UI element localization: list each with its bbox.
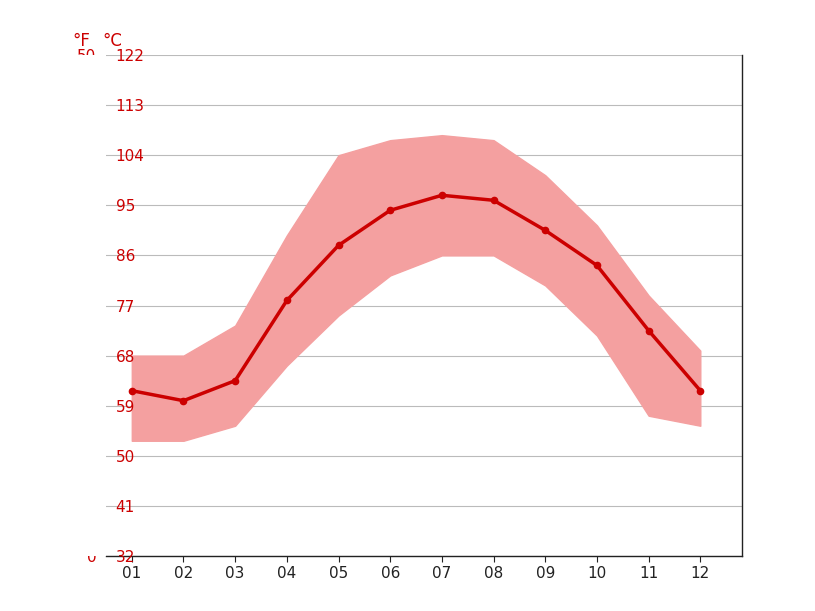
Text: °C: °C	[103, 32, 122, 50]
Text: °F: °F	[73, 32, 90, 50]
